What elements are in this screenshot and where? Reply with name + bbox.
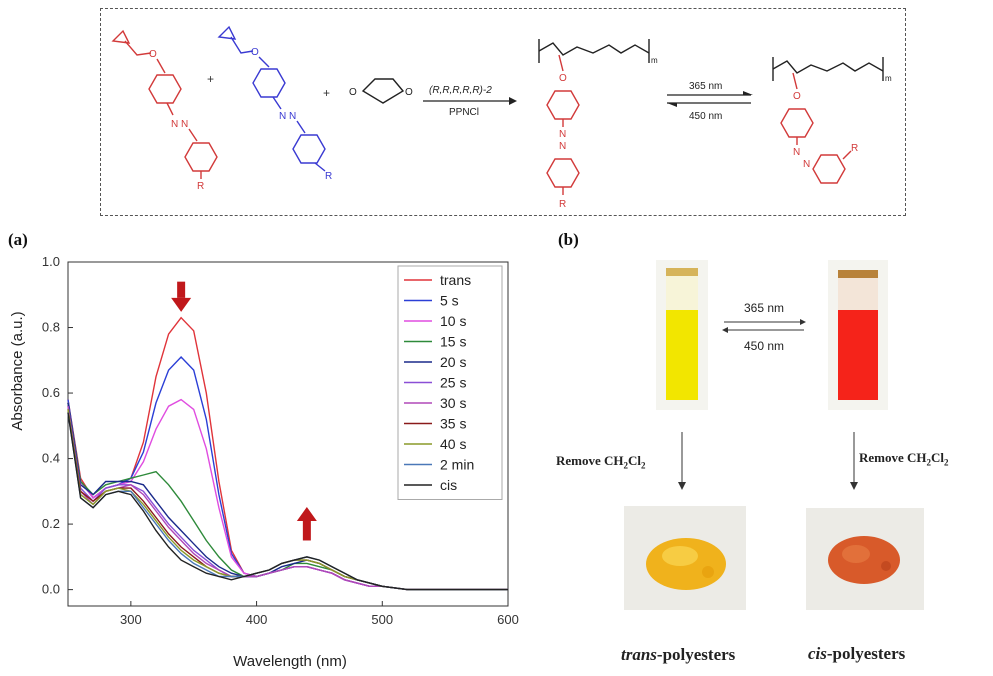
remove-solvent-right: Remove CH2Cl2 bbox=[859, 450, 949, 468]
repeat-unit-m-2: m bbox=[885, 74, 892, 83]
svg-text:N: N bbox=[289, 111, 296, 122]
trans-cuvette bbox=[656, 260, 708, 410]
svg-text:O: O bbox=[559, 73, 567, 84]
forward-light-label: 365 nm bbox=[689, 81, 722, 92]
panel-b-label: (b) bbox=[558, 230, 579, 249]
legend-label: 30 s bbox=[440, 395, 466, 411]
legend-label: 20 s bbox=[440, 354, 466, 370]
substituent-r-4: R bbox=[851, 143, 858, 154]
reverse-light-label: 450 nm bbox=[689, 111, 722, 122]
legend-label: 40 s bbox=[440, 436, 466, 452]
substituent-r-3: R bbox=[559, 199, 566, 210]
photo-switch-arrows: 365 nm 450 nm bbox=[667, 81, 753, 122]
reaction-scheme: O N N R + O N N R + bbox=[100, 8, 906, 216]
y-tick-label: 0.6 bbox=[42, 385, 60, 400]
absorbance-chart: 300 400 500 600 0.0 0.2 0.4 0.6 0.8 1.0 trans 5 s 1… bbox=[9, 254, 519, 670]
substituent-r-1: R bbox=[197, 181, 204, 192]
legend-label: 2 min bbox=[440, 457, 474, 473]
svg-text:O: O bbox=[349, 87, 357, 98]
reverse-light-label-b: 450 nm bbox=[744, 339, 784, 353]
switch-arrows-b: 365 nm 450 nm bbox=[722, 301, 806, 353]
trans-polyester-caption: trans-polyesters bbox=[621, 645, 736, 664]
svg-text:N: N bbox=[279, 111, 286, 122]
svg-text:N: N bbox=[793, 147, 800, 158]
y-axis-title: Absorbance (a.u.) bbox=[9, 311, 26, 430]
x-tick-label: 500 bbox=[371, 612, 393, 627]
repeat-unit-m-1: m bbox=[651, 56, 658, 65]
powder-photos bbox=[624, 506, 924, 610]
trend-arrow-shaft bbox=[302, 520, 311, 541]
svg-text:O: O bbox=[405, 87, 413, 98]
plus-sign-1: + bbox=[207, 72, 214, 86]
legend-label: 25 s bbox=[440, 375, 466, 391]
trend-arrow-head bbox=[296, 506, 317, 521]
y-tick-label: 1.0 bbox=[42, 254, 60, 269]
trend-arrow-head bbox=[171, 297, 192, 312]
svg-text:N: N bbox=[181, 119, 188, 130]
remove-solvent-arrows bbox=[678, 432, 858, 490]
cocatalyst-label: PPNCl bbox=[449, 107, 479, 118]
svg-text:O: O bbox=[149, 49, 157, 60]
azo-epoxide-monomer-red: O N N R bbox=[111, 29, 218, 192]
trend-arrow-shaft bbox=[177, 281, 186, 298]
y-tick-label: 0.0 bbox=[42, 582, 60, 597]
x-axis-title: Wavelength (nm) bbox=[233, 653, 347, 670]
svg-text:N: N bbox=[171, 119, 178, 130]
substituent-r-2: R bbox=[325, 171, 332, 182]
catalyst-label: (R,R,R,R,R)-2 bbox=[429, 85, 492, 96]
svg-text:N: N bbox=[559, 141, 566, 152]
reaction-arrow: (R,R,R,R,R)-2 PPNCl bbox=[423, 85, 517, 118]
anhydride: O O bbox=[349, 78, 413, 104]
trans-polymer: m O N N R bbox=[538, 39, 658, 210]
y-tick-label: 0.4 bbox=[42, 451, 60, 466]
cis-cuvette bbox=[828, 260, 888, 410]
remove-solvent-left: Remove CH2Cl2 bbox=[556, 453, 646, 471]
legend-label: 10 s bbox=[440, 313, 466, 329]
cis-polymer: m O N N R bbox=[772, 57, 892, 184]
trans-powder-photo bbox=[624, 506, 746, 610]
x-tick-label: 300 bbox=[120, 612, 142, 627]
x-tick-label: 400 bbox=[246, 612, 268, 627]
svg-text:N: N bbox=[803, 159, 810, 170]
legend-label: trans bbox=[440, 272, 471, 288]
legend-label: 15 s bbox=[440, 334, 466, 350]
panel-a-label: (a) bbox=[8, 230, 28, 249]
legend-label: 35 s bbox=[440, 416, 466, 432]
svg-text:N: N bbox=[559, 129, 566, 140]
azo-epoxide-monomer-blue: O N N R bbox=[217, 25, 332, 182]
scheme-drawing: O N N R + O N N R + bbox=[111, 25, 892, 210]
cuvette-photo-area: 365 nm 450 nm bbox=[656, 260, 888, 410]
cis-polyester-caption: cis-polyesters bbox=[808, 644, 906, 663]
legend-label: 5 s bbox=[440, 293, 459, 309]
y-tick-label: 0.8 bbox=[42, 320, 60, 335]
forward-light-label-b: 365 nm bbox=[744, 301, 784, 315]
x-tick-label: 600 bbox=[497, 612, 519, 627]
cis-powder-photo bbox=[806, 508, 924, 610]
y-tick-label: 0.2 bbox=[42, 516, 60, 531]
legend-label: cis bbox=[440, 477, 457, 493]
plus-sign-2: + bbox=[323, 86, 330, 100]
plot-frame bbox=[67, 261, 509, 607]
svg-text:O: O bbox=[251, 47, 259, 58]
series-line-cis bbox=[67, 412, 508, 591]
svg-text:O: O bbox=[793, 91, 801, 102]
